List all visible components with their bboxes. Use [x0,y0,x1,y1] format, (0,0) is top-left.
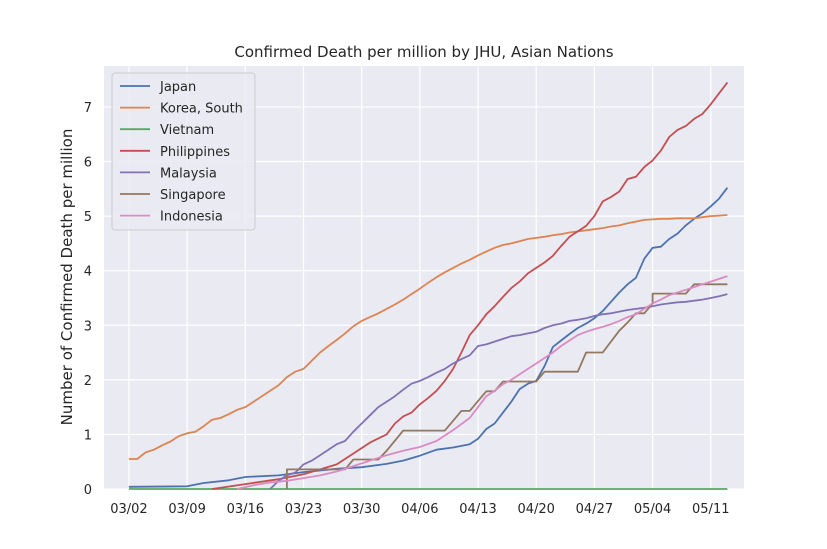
x-tick-label: 05/11 [692,502,729,517]
series-line-4 [269,293,728,490]
legend: Japan Korea, South Vietnam Philippines Malay… [111,72,256,231]
y-tick-label: 1 [84,428,92,443]
series-layer [128,81,729,490]
x-tick-label: 03/02 [110,502,147,517]
y-tick-label: 4 [84,265,92,280]
y-axis-label: Number of Confirmed Death per million [58,129,76,426]
x-tick-label: 03/09 [168,502,205,517]
legend-label: Japan [159,80,196,95]
chart-title: Confirmed Death per million by JHU, Asia… [234,43,613,61]
x-tick-label: 03/23 [285,502,322,517]
series-line-3 [211,81,729,490]
legend-label: Malaysia [160,166,217,181]
y-tick-label: 2 [84,374,92,389]
legend-label: Vietnam [160,123,214,138]
y-tick-label: 3 [84,319,92,334]
x-tick-label: 03/16 [227,502,264,517]
x-tick-label: 04/20 [517,502,554,517]
y-tick-label: 6 [84,156,92,171]
x-tick-label: 04/27 [576,502,613,517]
legend-box [111,72,256,231]
x-tick-label: 03/30 [343,502,380,517]
legend-label: Singapore [160,188,226,203]
y-tick-label: 7 [84,101,92,116]
y-tick-label: 0 [84,483,92,498]
x-axis-ticks: 03/02 03/09 03/16 03/23 03/30 04/06 04/13 04/20… [110,502,729,517]
x-tick-label: 05/04 [634,502,671,517]
legend-label: Philippines [160,145,230,160]
legend-label: Korea, South [160,102,243,117]
y-axis-ticks: 0 1 2 3 4 5 6 7 [84,101,92,498]
y-tick-label: 5 [84,210,92,225]
x-tick-label: 04/13 [459,502,496,517]
x-tick-label: 04/06 [401,502,438,517]
series-line-1 [128,214,728,460]
legend-label: Indonesia [160,210,223,225]
series-line-6 [236,275,728,490]
